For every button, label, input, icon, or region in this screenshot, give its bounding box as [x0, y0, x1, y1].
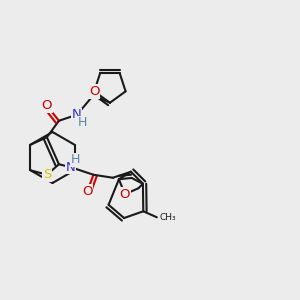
Text: O: O — [42, 99, 52, 112]
Text: S: S — [43, 168, 51, 181]
Text: N: N — [72, 108, 82, 121]
Text: N: N — [66, 161, 76, 174]
Text: O: O — [89, 85, 100, 98]
Text: O: O — [82, 185, 93, 198]
Text: O: O — [120, 188, 130, 201]
Text: H: H — [78, 116, 88, 129]
Text: CH₃: CH₃ — [159, 213, 176, 222]
Text: H: H — [71, 153, 80, 166]
